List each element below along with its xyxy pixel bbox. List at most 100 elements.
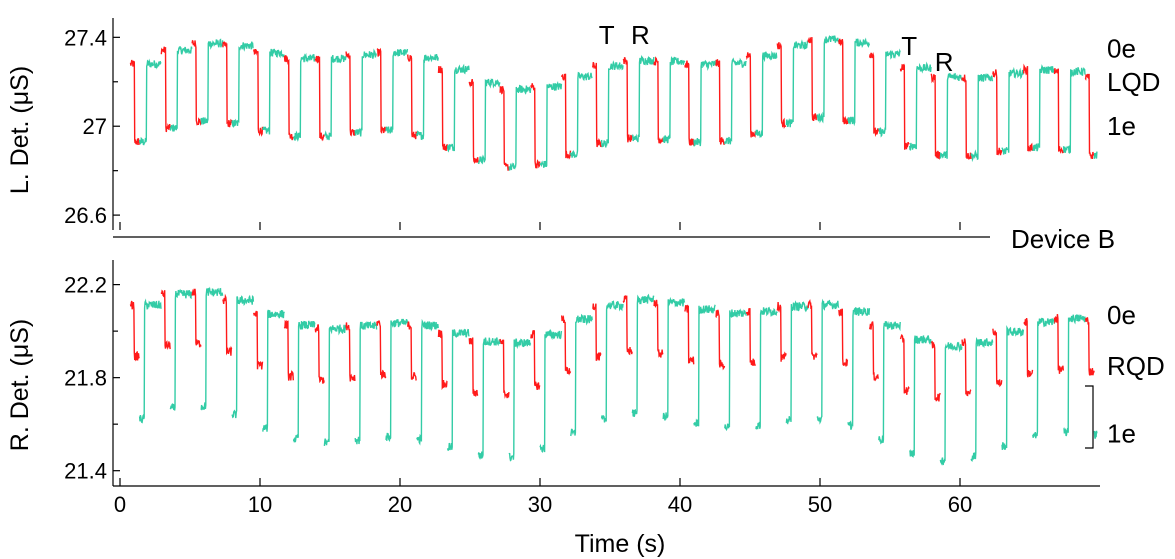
trace-red-segment xyxy=(930,340,941,402)
trace-red-segment xyxy=(468,78,479,165)
annotation: R xyxy=(935,47,954,77)
trace-green-segment xyxy=(446,63,470,153)
trace-red-segment xyxy=(653,56,664,145)
trace-green-segment xyxy=(600,60,624,148)
trace-green-segment xyxy=(785,39,809,128)
trace-green-segment xyxy=(693,304,716,427)
trace-green-segment xyxy=(200,286,224,411)
trace-red-segment xyxy=(129,300,140,362)
x-tick-label: 50 xyxy=(808,492,832,517)
top-trace xyxy=(129,34,1098,171)
trace-green-segment xyxy=(878,48,901,138)
y-tick-label: 21.4 xyxy=(64,459,107,484)
annotation: R xyxy=(631,20,650,50)
trace-red-segment xyxy=(745,52,756,138)
trace-red-segment xyxy=(376,320,387,380)
trace-red-segment xyxy=(992,69,1003,156)
trace-red-segment xyxy=(622,295,633,356)
trace-red-segment xyxy=(191,39,202,126)
trace-red-segment xyxy=(745,308,756,366)
trace-red-segment xyxy=(222,41,233,128)
trace-red-segment xyxy=(530,330,541,391)
trace-red-segment xyxy=(376,47,387,135)
bottom-axes: 21.4 21.8 22.2 0 10 20 30 40 50 60 0e RQD 1e xyxy=(64,260,1165,517)
trace-green-segment xyxy=(816,34,840,124)
annotation: T xyxy=(599,20,615,50)
trace-red-segment xyxy=(715,59,726,145)
trace-green-segment xyxy=(1001,66,1025,155)
trace-red-segment xyxy=(653,299,664,358)
annotation: LQD xyxy=(1107,67,1160,97)
trace-red-segment xyxy=(807,298,818,360)
trace-red-segment xyxy=(407,54,418,140)
trace-red-segment xyxy=(468,337,479,397)
annotation: 1e xyxy=(1107,418,1136,448)
trace-green-segment xyxy=(693,59,717,147)
trace-red-segment xyxy=(561,314,572,376)
trace-red-segment xyxy=(1023,63,1034,153)
trace-green-segment xyxy=(785,300,809,425)
x-tick-label: 30 xyxy=(528,492,552,517)
trace-green-segment xyxy=(878,320,901,445)
trace-green-segment xyxy=(262,48,285,135)
trace-red-segment xyxy=(129,59,140,146)
trace-green-segment xyxy=(231,41,254,128)
annotation: RQD xyxy=(1107,351,1165,381)
trace-green-segment xyxy=(446,328,470,451)
x-tick-label: 60 xyxy=(948,492,972,517)
trace-red-segment xyxy=(314,324,325,384)
trace-green-segment xyxy=(508,84,532,171)
trace-red-segment xyxy=(283,55,294,141)
trace-red-segment xyxy=(899,333,910,395)
trace-green-segment xyxy=(631,54,655,143)
x-tick-label: 10 xyxy=(248,492,272,517)
bottom-panel: 21.4 21.8 22.2 0 10 20 30 40 50 60 0e RQD 1e R. Det.… xyxy=(6,260,1165,558)
trace-green-segment xyxy=(847,307,871,430)
y-tick-label: 26.6 xyxy=(64,203,107,228)
trace-green-segment xyxy=(477,77,501,165)
bottom-ylabel: R. Det. (μS) xyxy=(6,319,34,451)
x-tick-label: 0 xyxy=(114,492,126,517)
x-tick-label: 40 xyxy=(668,492,692,517)
trace-green-segment xyxy=(939,72,963,159)
trace-green-segment xyxy=(1032,64,1055,152)
trace-green-segment xyxy=(724,57,747,145)
trace-green-segment xyxy=(292,320,316,443)
trace-green-segment xyxy=(262,309,285,432)
trace-green-segment xyxy=(385,318,409,442)
trace-red-segment xyxy=(899,63,910,150)
trace-green-segment xyxy=(600,300,624,423)
trace-red-segment xyxy=(807,37,818,121)
trace-green-segment xyxy=(477,337,501,461)
trace-red-segment xyxy=(838,308,849,367)
trace-red-segment xyxy=(1084,73,1095,160)
trace-red-segment xyxy=(499,86,510,171)
trace-green-segment xyxy=(724,308,747,432)
trace-green-segment xyxy=(323,324,347,446)
trace-green-segment xyxy=(970,72,994,163)
y-tick-label: 21.8 xyxy=(64,366,107,391)
level-bracket xyxy=(1085,385,1094,449)
trace-red-segment xyxy=(961,338,972,397)
trace-green-segment xyxy=(169,46,193,132)
trace-red-segment xyxy=(1053,68,1064,154)
trace-red-segment xyxy=(437,65,448,151)
y-tick-label: 27 xyxy=(83,114,107,139)
annotation: 0e xyxy=(1107,300,1136,330)
trace-green-segment xyxy=(631,293,655,418)
trace-red-segment xyxy=(776,302,787,362)
trace-green-segment xyxy=(755,306,778,430)
trace-green-segment xyxy=(1063,314,1086,437)
bottom-trace xyxy=(129,286,1098,466)
trace-green-segment xyxy=(138,298,162,424)
annotation: 1e xyxy=(1107,111,1136,141)
trace-green-segment xyxy=(1001,325,1025,450)
trace-green-segment xyxy=(1093,151,1098,159)
trace-red-segment xyxy=(314,55,325,142)
trace-red-segment xyxy=(776,42,787,129)
top-ylabel: L. Det. (μS) xyxy=(6,66,34,194)
trace-green-segment xyxy=(539,328,563,453)
